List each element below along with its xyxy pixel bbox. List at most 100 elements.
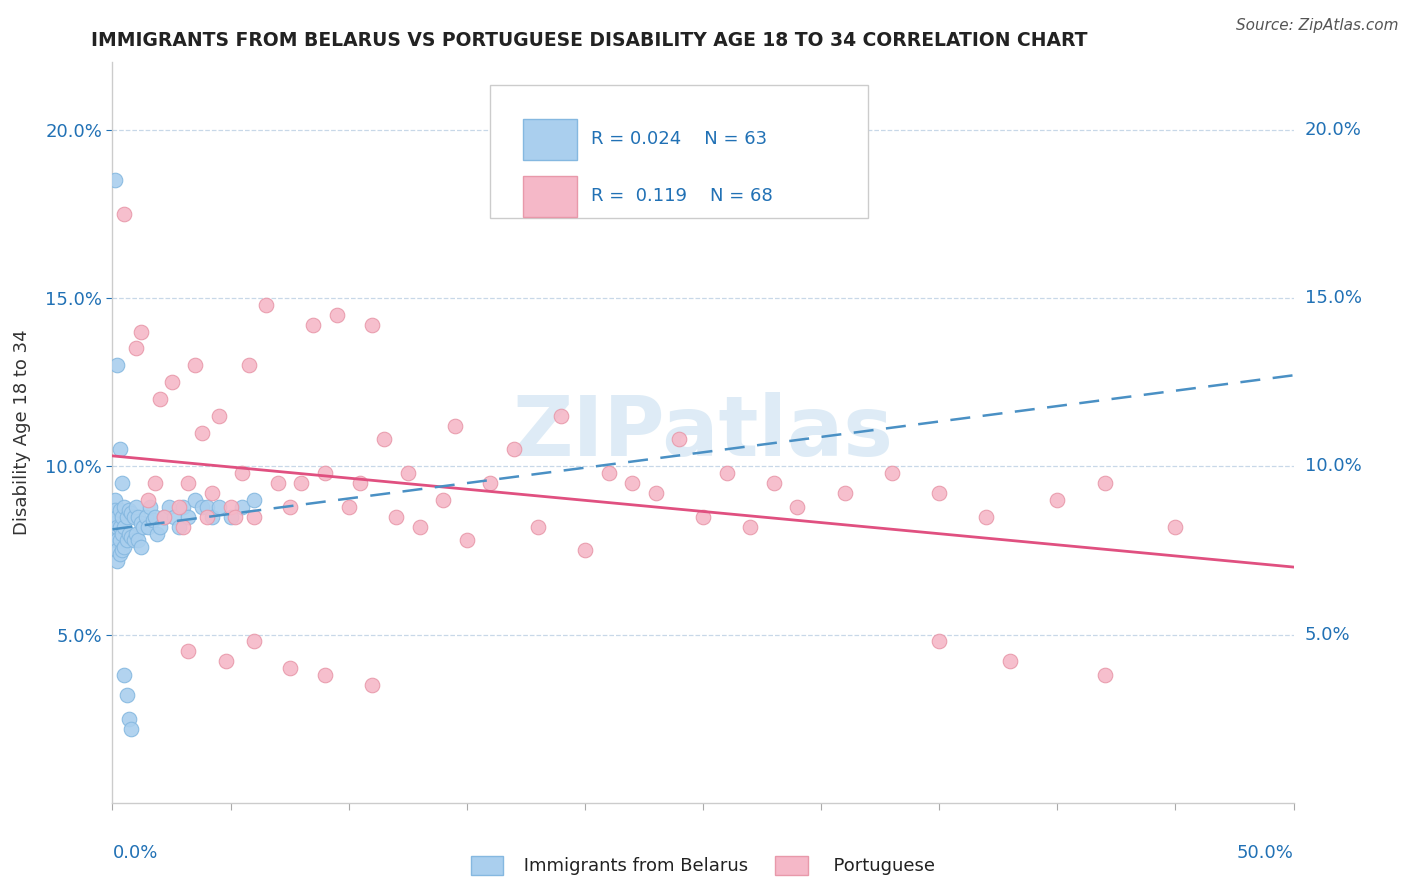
Point	[122, 509, 145, 524]
Point	[998, 655, 1021, 669]
Point	[132, 520, 155, 534]
Point	[201, 486, 224, 500]
Point	[224, 509, 246, 524]
Text: 0.0%: 0.0%	[112, 845, 157, 863]
Point	[108, 533, 131, 548]
Point	[408, 520, 430, 534]
Text: R = 0.024    N = 63: R = 0.024 N = 63	[591, 130, 766, 148]
Point	[880, 466, 903, 480]
Point	[125, 500, 148, 514]
Point	[668, 433, 690, 447]
Point	[396, 466, 419, 480]
Point	[111, 526, 134, 541]
Point	[129, 325, 152, 339]
Point	[120, 507, 142, 521]
Point	[762, 476, 785, 491]
Point	[231, 466, 253, 480]
Point	[125, 342, 148, 356]
Point	[125, 526, 148, 541]
Point	[479, 476, 502, 491]
Point	[361, 678, 384, 692]
Point	[184, 492, 207, 507]
Point	[503, 442, 526, 457]
FancyBboxPatch shape	[491, 85, 869, 218]
Point	[120, 722, 142, 736]
Text: ZIPatlas: ZIPatlas	[513, 392, 893, 473]
Point	[191, 425, 214, 440]
Point	[243, 634, 266, 648]
Point	[526, 520, 548, 534]
Point	[149, 392, 172, 406]
Point	[215, 655, 238, 669]
Point	[302, 318, 325, 332]
Point	[143, 509, 166, 524]
Point	[621, 476, 644, 491]
Point	[238, 359, 260, 373]
Point	[177, 644, 200, 658]
Point	[195, 509, 218, 524]
Point	[112, 540, 135, 554]
Point	[208, 409, 231, 423]
Point	[550, 409, 572, 423]
Point	[928, 634, 950, 648]
Point	[172, 520, 194, 534]
Point	[104, 503, 127, 517]
Point	[105, 509, 128, 524]
Point	[361, 318, 384, 332]
Point	[928, 486, 950, 500]
Point	[111, 476, 134, 491]
Point	[127, 533, 149, 548]
Point	[243, 492, 266, 507]
Point	[172, 500, 194, 514]
Point	[122, 533, 145, 548]
Legend:  Immigrants from Belarus,   Portuguese: Immigrants from Belarus, Portuguese	[464, 849, 942, 882]
Point	[231, 500, 253, 514]
Point	[740, 520, 762, 534]
Point	[177, 476, 200, 491]
Point	[129, 516, 152, 531]
Point	[337, 500, 360, 514]
Point	[243, 509, 266, 524]
Point	[111, 509, 134, 524]
Point	[157, 500, 180, 514]
Point	[456, 533, 478, 548]
Point	[127, 509, 149, 524]
Point	[112, 668, 135, 682]
Point	[112, 500, 135, 514]
Point	[1094, 476, 1116, 491]
Point	[786, 500, 808, 514]
Point	[208, 500, 231, 514]
Point	[976, 509, 998, 524]
Text: Source: ZipAtlas.com: Source: ZipAtlas.com	[1236, 18, 1399, 33]
Point	[104, 173, 127, 187]
Point	[153, 509, 176, 524]
Point	[444, 418, 467, 433]
Point	[111, 543, 134, 558]
Point	[160, 375, 183, 389]
Point	[142, 513, 165, 527]
Point	[254, 298, 277, 312]
Point	[326, 308, 349, 322]
Point	[598, 466, 620, 480]
Point	[278, 661, 301, 675]
Point	[104, 516, 127, 531]
Text: 5.0%: 5.0%	[1305, 625, 1350, 643]
Point	[574, 543, 596, 558]
Point	[146, 526, 169, 541]
Point	[149, 520, 172, 534]
Point	[104, 533, 127, 548]
Text: 50.0%: 50.0%	[1237, 845, 1294, 863]
Point	[191, 500, 214, 514]
Point	[432, 492, 454, 507]
Point	[1094, 668, 1116, 682]
Point	[692, 509, 714, 524]
Point	[219, 500, 242, 514]
Point	[115, 509, 138, 524]
Point	[834, 486, 856, 500]
Point	[112, 207, 135, 221]
Point	[153, 509, 176, 524]
Point	[184, 359, 207, 373]
Point	[1046, 492, 1069, 507]
Point	[373, 433, 395, 447]
Point	[195, 500, 218, 514]
